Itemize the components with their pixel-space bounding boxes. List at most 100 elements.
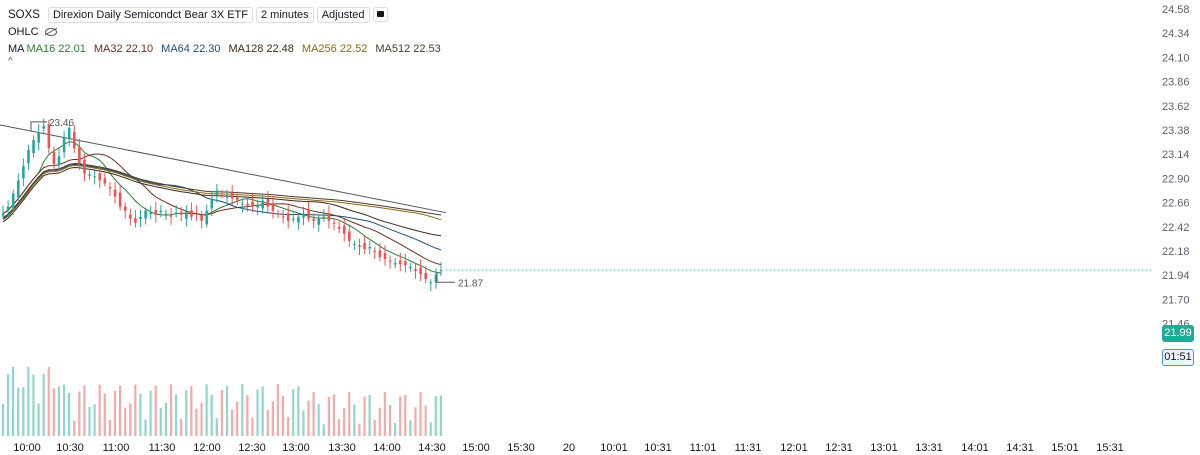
volume-bar: [337, 419, 341, 436]
symbol-description[interactable]: Direxion Daily Semicondct Bear 3X ETF: [47, 6, 253, 23]
candle-body: [271, 203, 275, 211]
volume-bar: [83, 385, 86, 436]
candle-body: [139, 216, 142, 219]
volume-bar: [266, 409, 269, 436]
candle-body: [348, 231, 351, 241]
candle-body: [169, 215, 173, 217]
candle-body: [246, 203, 249, 206]
volume-bar: [327, 397, 330, 436]
candle-body: [332, 222, 336, 224]
x-tick-label: 13:31: [915, 442, 943, 454]
volume-bar: [439, 395, 442, 436]
collapse-legend-icon[interactable]: ^: [8, 56, 13, 67]
y-tick-label: 22.18: [1162, 246, 1190, 258]
volume-bar: [220, 390, 223, 436]
candle-body: [393, 263, 397, 265]
volume-bar: [261, 386, 264, 436]
candle-body: [358, 245, 361, 247]
symbol-ticker[interactable]: SOXS: [8, 8, 40, 21]
trend-line[interactable]: [0, 124, 447, 214]
volume-bar: [332, 394, 336, 436]
candle-body: [52, 152, 56, 165]
candle-body: [225, 196, 229, 198]
volume-bar: [180, 418, 183, 436]
ohlc-row: OHLC: [8, 23, 449, 40]
candle-body: [368, 246, 371, 249]
candle-body: [6, 206, 10, 210]
bar-countdown-label: 01:51: [1162, 349, 1194, 366]
ma16-value: MA16 22.01: [26, 42, 86, 55]
symbol-row: SOXS Direxion Daily Semicondct Bear 3X E…: [8, 6, 449, 23]
volume-bar: [287, 416, 290, 436]
candle-body: [83, 159, 86, 174]
hide-eye-icon[interactable]: [44, 27, 57, 36]
x-tick-label: 15:01: [1051, 442, 1079, 454]
x-tick-label: 15:00: [462, 442, 490, 454]
ma-study-label[interactable]: MA: [8, 42, 25, 55]
volume-bar: [118, 385, 122, 436]
volume-bar: [419, 392, 422, 436]
volume-bar: [98, 384, 101, 436]
x-tick-label: 11:01: [690, 442, 717, 454]
volume-bar: [103, 393, 106, 436]
candle-body: [78, 146, 81, 164]
volume-bar: [409, 420, 412, 436]
volume-bar: [185, 390, 188, 436]
candle-body: [419, 267, 422, 275]
candle-body: [241, 203, 244, 205]
adjustment-chip[interactable]: Adjusted: [316, 6, 370, 23]
volume-bar: [164, 402, 167, 436]
candle-body: [37, 132, 40, 143]
volume-bar: [307, 400, 310, 436]
candle-body: [281, 216, 285, 218]
volume-bar: [256, 389, 259, 436]
x-tick-label: 13:30: [328, 442, 356, 454]
x-tick-label: 12:01: [780, 442, 808, 454]
candle-body: [327, 213, 331, 221]
volume-bar: [429, 422, 432, 436]
candle-body: [215, 190, 219, 196]
price-axis[interactable]: 24.58 24.34 24.10 23.86 23.62 23.38 23.14 22.90…: [1162, 4, 1190, 331]
volume-bar: [424, 405, 427, 436]
moving-average-lines: [2, 141, 442, 274]
ma-row: MA MA16 22.01 MA32 22.10 MA64 22.30 MA12…: [8, 40, 449, 57]
high-marker-label: 23.46: [49, 118, 74, 129]
data-window-icon[interactable]: [372, 7, 388, 22]
candle-body: [230, 192, 234, 199]
volume-bar: [129, 403, 132, 436]
ma16-line: [2, 141, 442, 274]
volume-bar: [399, 396, 402, 436]
volume-bar: [225, 386, 229, 436]
candle-body: [11, 193, 15, 208]
candle-body: [108, 187, 112, 189]
volume-bar: [113, 391, 117, 436]
candle-body: [424, 273, 428, 280]
x-tick-label: 14:01: [961, 442, 989, 454]
y-tick-label: 24.10: [1162, 52, 1190, 64]
x-tick-label: 11:00: [103, 442, 130, 454]
candle-body: [439, 270, 443, 272]
candlesticks[interactable]: [1, 118, 443, 292]
volume-bar: [1, 404, 4, 436]
candle-body: [302, 213, 305, 218]
volume-bar: [404, 395, 407, 436]
candle-body: [261, 200, 265, 209]
candle-body: [378, 250, 382, 258]
volume-bar: [57, 386, 61, 436]
interval-chip[interactable]: 2 minutes: [255, 6, 314, 23]
ma32-line: [2, 153, 442, 266]
candle-body: [93, 176, 96, 178]
ma32-value: MA32 22.10: [93, 42, 154, 55]
x-tick-label: 13:00: [282, 442, 310, 454]
volume-bar: [297, 386, 300, 436]
volume-bar: [17, 387, 20, 436]
candle-body: [251, 201, 254, 207]
candle-body: [383, 253, 387, 260]
time-axis[interactable]: 10:00 10:30 11:00 11:30 12:00 12:30 13:00 13:30…: [13, 442, 1124, 454]
volume-bar: [62, 384, 66, 436]
high-marker-arrow: [30, 121, 47, 131]
ma256-value: MA256 22.52: [301, 42, 368, 55]
volume-bar: [93, 404, 96, 436]
x-tick-label: 12:30: [238, 442, 266, 454]
